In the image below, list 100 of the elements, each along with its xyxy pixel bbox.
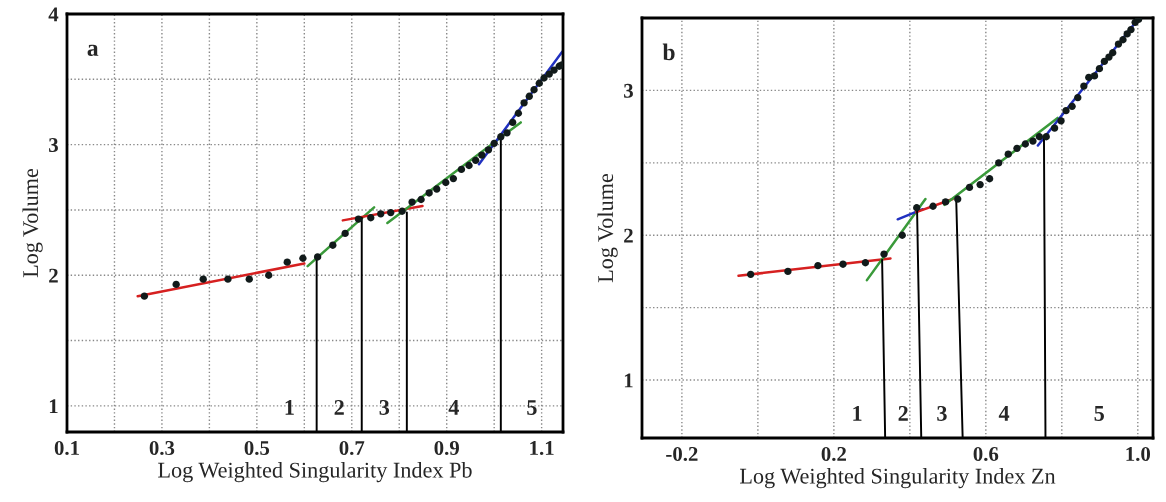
point [341,229,349,238]
y-axis-title: Log Volume [22,168,43,278]
y-tick-label: 1 [49,399,58,414]
point [1062,107,1070,115]
point [449,174,458,183]
y-tick-label: 4 [48,7,59,22]
point [985,175,994,183]
point [1114,40,1123,48]
annotation: 2 [334,400,344,415]
point [550,66,558,74]
y-tick-label: 2 [49,268,58,283]
point [976,180,984,189]
point [172,280,180,289]
point [1013,144,1021,153]
point [839,260,847,268]
point [1109,49,1117,57]
point [514,109,523,117]
point [929,202,937,210]
annotation: b [662,43,675,61]
point [1090,72,1099,80]
point [398,207,406,215]
point [442,178,450,187]
annotation: 2 [898,405,908,421]
annotation: 3 [937,405,947,421]
point [1029,137,1037,145]
annotation: 1 [285,400,294,415]
point [509,118,517,127]
point [898,231,906,239]
point [408,198,416,206]
point [954,195,962,203]
point [387,208,395,217]
point [1068,102,1076,111]
point [377,210,385,218]
annotation: 3 [379,400,390,415]
x-tick-label: 0.1 [54,440,79,456]
point [535,79,543,87]
point [497,133,505,141]
point [746,270,755,279]
point [1080,82,1088,90]
point [1074,93,1082,102]
annotation: 4 [448,400,459,415]
point [490,139,498,147]
point [1095,65,1104,73]
point [1100,57,1109,66]
point [965,183,974,192]
y-tick-label: 2 [624,228,633,243]
point [995,159,1003,167]
point [880,250,888,258]
point [140,292,149,300]
point [313,253,322,261]
point [471,156,480,164]
y-tick-label: 1 [624,373,633,388]
point [354,215,363,223]
point [861,259,870,267]
point [1050,124,1059,132]
y-tick-label: 3 [624,83,633,98]
point [433,185,441,193]
annotation: a [87,44,99,57]
point [525,92,533,100]
point [465,161,473,170]
point [484,146,493,154]
point [283,258,291,266]
point [913,204,921,212]
point [814,261,822,270]
point [1042,133,1050,141]
point [520,99,528,107]
point [1021,140,1030,148]
point [1004,150,1012,158]
point [784,267,792,276]
point [245,275,253,283]
point [265,271,273,279]
point [530,86,538,94]
point [224,275,232,283]
annotation: 4 [998,406,1010,421]
y-tick-label: 3 [49,138,58,153]
point [503,129,511,137]
point [1035,133,1044,141]
point [1127,25,1135,34]
x-tick-label: 1.1 [530,441,554,456]
point [367,214,375,222]
point [457,165,466,174]
annotation: 5 [1094,406,1104,421]
point [1119,36,1127,44]
point [417,195,425,204]
point [425,189,433,197]
x-tick-label: 0.6 [973,446,999,462]
x-tick-label: 0.2 [821,446,846,462]
point [478,151,486,159]
point [299,254,307,262]
point [941,198,950,206]
x-tick-label: 0.5 [244,440,270,456]
point [540,74,548,82]
point [199,275,207,283]
point [329,241,337,249]
x-tick-label: 0.9 [434,440,459,456]
x-tick-label: 0.7 [339,440,365,456]
y-axis-title: Log Volume [597,173,618,283]
point [1057,117,1065,125]
x-tick-label: 0.3 [149,440,175,456]
x-axis-title: Log Weighted Singularity Index Pb [158,462,472,483]
